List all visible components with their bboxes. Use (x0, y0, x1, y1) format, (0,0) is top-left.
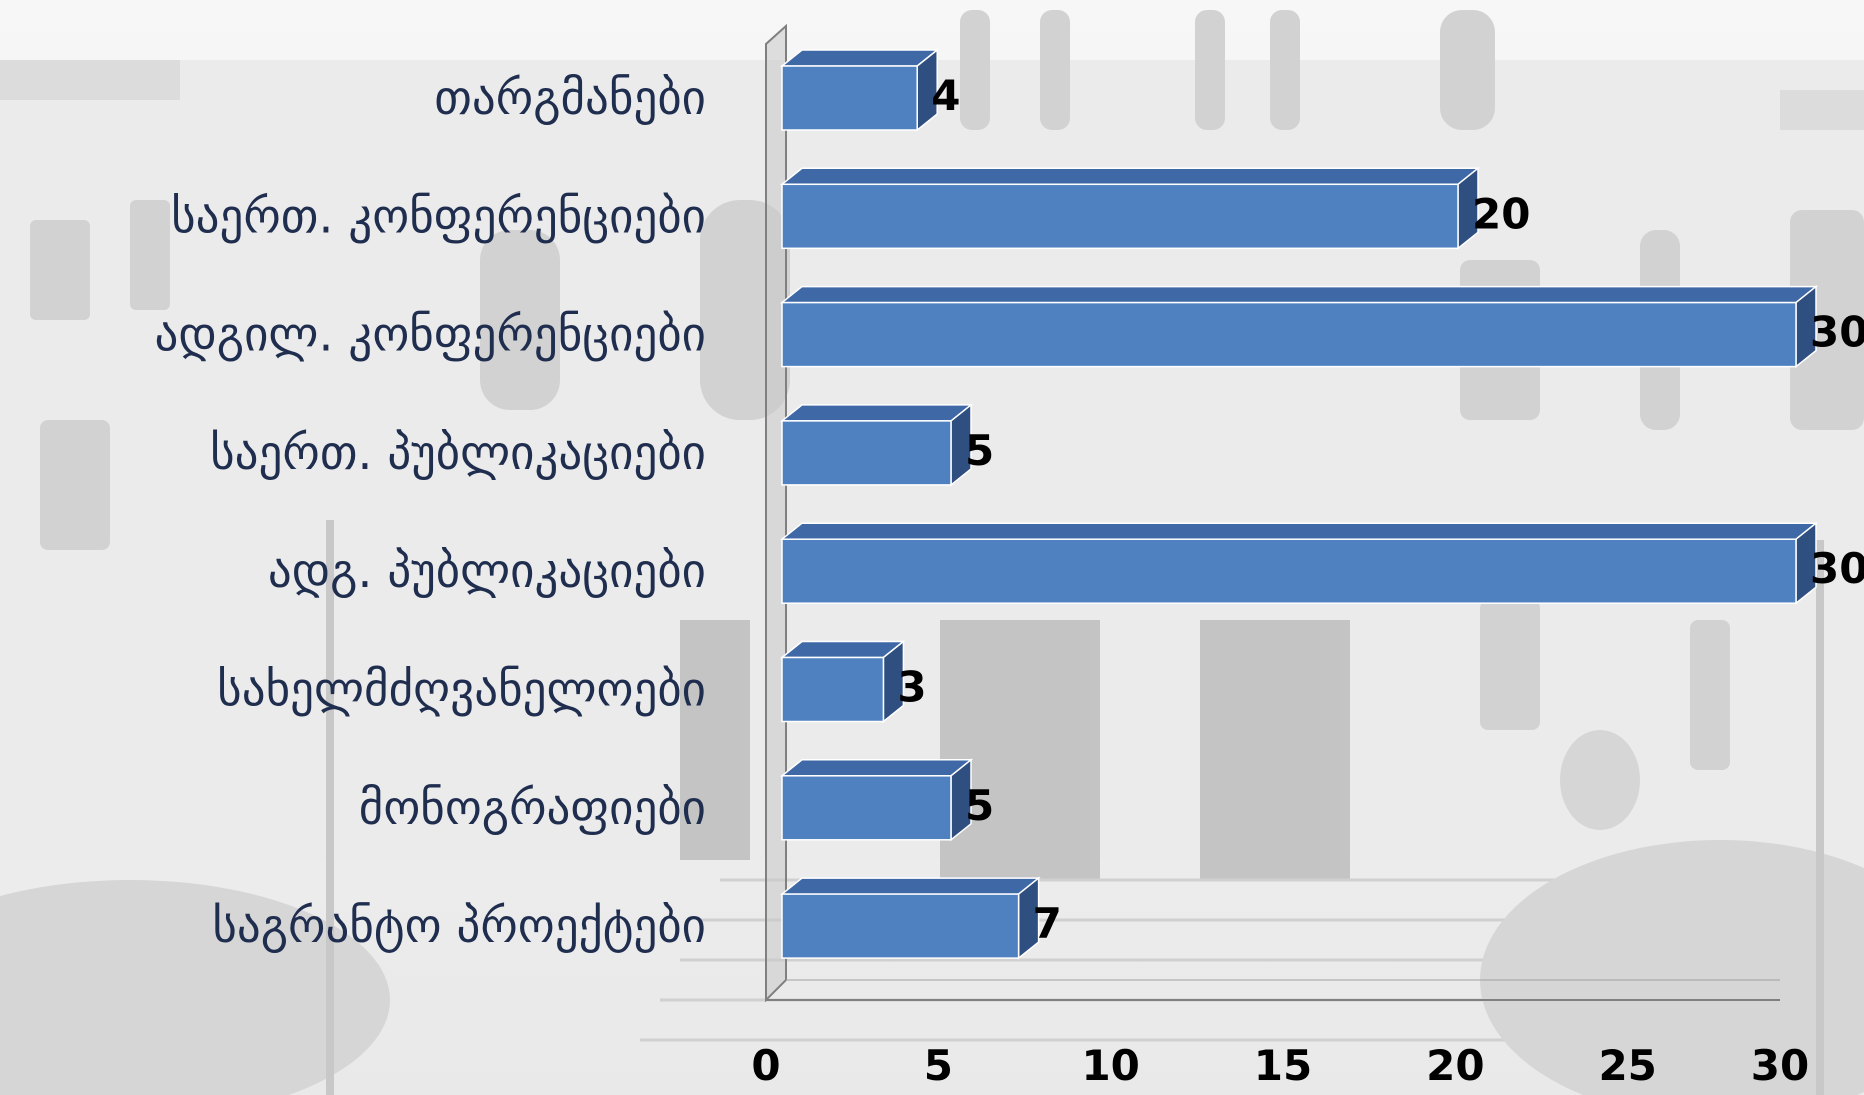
bar (779, 48, 940, 132)
data-label: 5 (965, 781, 994, 830)
bar (779, 521, 1819, 605)
bar-top-face (779, 404, 974, 422)
x-tick-label: 0 (751, 1041, 780, 1090)
bar-front-face (781, 301, 1797, 368)
data-label: 4 (931, 71, 960, 120)
bar-front-face (781, 538, 1797, 604)
category-label: მონოგრაფიები (359, 781, 706, 836)
bars (779, 48, 1819, 960)
data-label: 20 (1472, 189, 1530, 238)
data-label: 30 (1810, 544, 1864, 593)
x-tick-label: 25 (1598, 1041, 1656, 1090)
category-label: თარგმანები (434, 71, 706, 126)
bar (779, 403, 974, 487)
x-tick-labels: 0 5 10 15 20 25 30 (751, 1041, 1809, 1090)
bar-front-face (781, 65, 918, 131)
bar-top-face (779, 49, 940, 67)
data-label: 5 (965, 426, 994, 475)
data-label: 30 (1810, 308, 1864, 357)
x-tick-label: 15 (1254, 1041, 1312, 1090)
category-labels: თარგმანები საერთ. კონფერენციები ადგილ. კონ… (154, 71, 706, 954)
bar-front-face (781, 775, 952, 841)
back-wall (765, 23, 787, 1003)
bar-top-face (779, 759, 974, 777)
bar (779, 285, 1819, 369)
x-tick-label: 5 (924, 1041, 953, 1090)
plot-frame (765, 23, 1780, 1003)
bar-top-face (779, 640, 906, 659)
data-label: 3 (897, 663, 926, 712)
bar-front-face (781, 656, 885, 723)
data-label: 7 (1033, 899, 1062, 948)
bar (779, 876, 1041, 960)
bar-front-face (781, 420, 952, 486)
category-label: სახელმძღვანელოები (217, 663, 706, 718)
bar-top-face (779, 285, 1819, 304)
x-tick-label: 10 (1081, 1041, 1139, 1090)
bar-top-face (779, 522, 1819, 540)
bar (779, 639, 906, 724)
x-tick-label: 30 (1751, 1041, 1809, 1090)
category-label: საერთ. კონფერენციები (171, 189, 706, 244)
bar (779, 166, 1481, 250)
bar-top-face (779, 877, 1041, 895)
category-label: საერთ. პუბლიკაციები (210, 426, 706, 481)
bar-front-face (781, 893, 1020, 959)
bar-front-face (781, 183, 1459, 250)
category-label: ადგ. პუბლიკაციები (268, 544, 706, 599)
category-label: საგრანტო პროექტები (212, 899, 706, 954)
category-label: ადგილ. კონფერენციები (154, 308, 706, 363)
bar-top-face (779, 167, 1481, 186)
x-tick-label: 20 (1426, 1041, 1484, 1090)
data-labels: 4 20 30 5 30 3 5 7 (897, 71, 1864, 948)
bar (779, 758, 974, 842)
